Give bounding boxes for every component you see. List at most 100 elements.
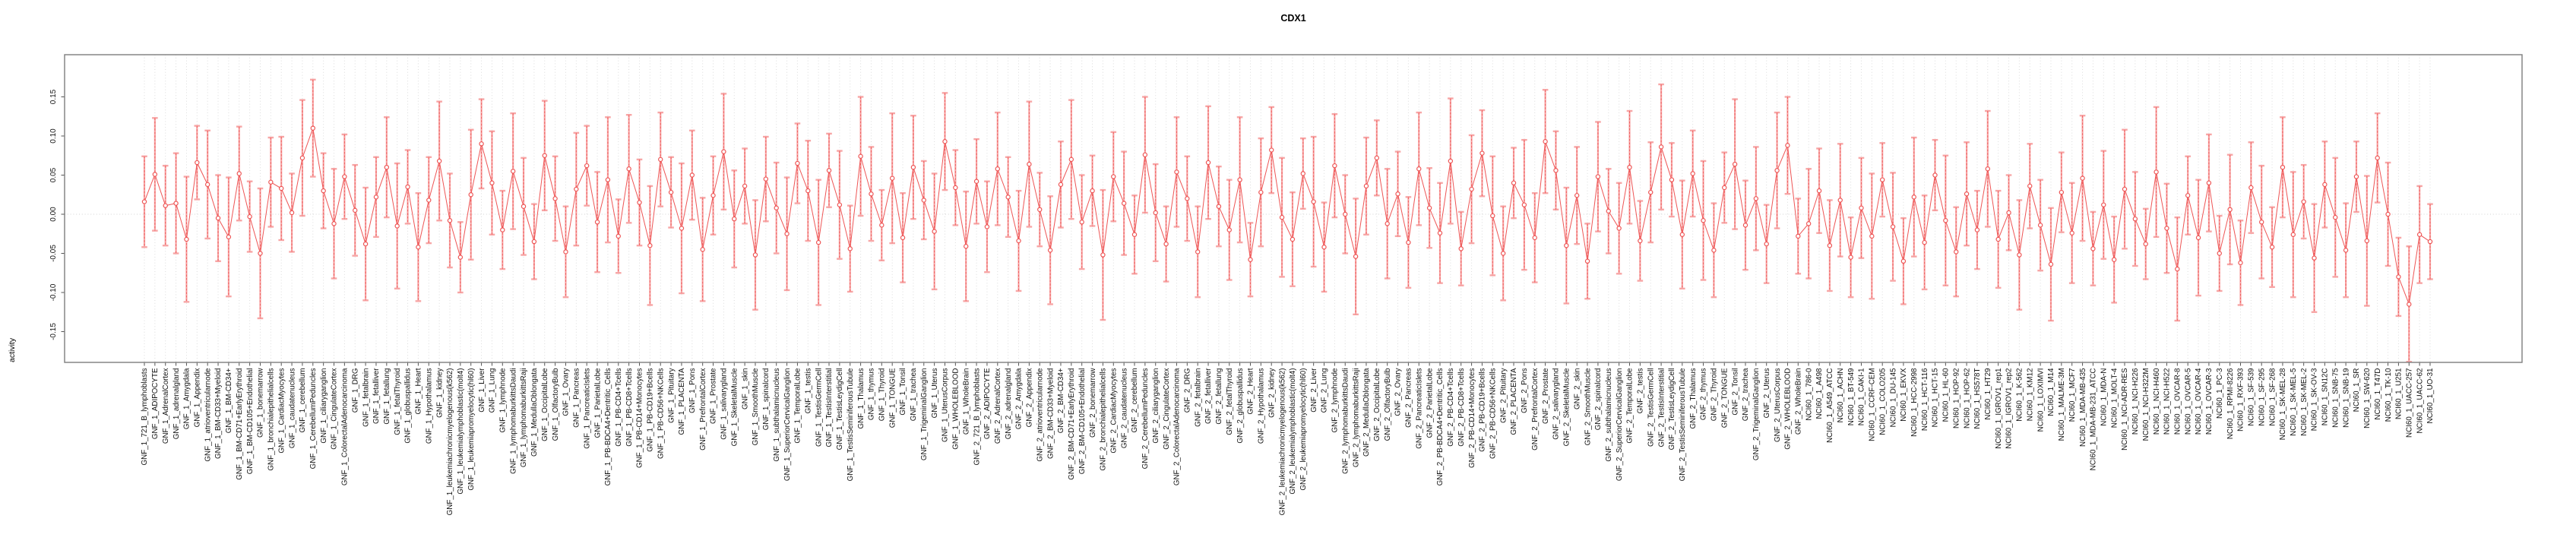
data-point-marker	[1985, 166, 1991, 172]
data-point-marker	[763, 176, 769, 182]
data-point-marker	[689, 172, 695, 178]
x-tick-label: NCI60_1_NCI-H322M	[2142, 368, 2150, 441]
x-tick-label: GNF_1_ColorectalAdenocarcinoma	[341, 368, 350, 485]
data-point-marker	[2143, 241, 2148, 247]
data-point-marker	[1669, 177, 1675, 182]
y-tick-label: -0.05	[49, 245, 58, 262]
data-point-marker	[658, 157, 663, 163]
x-tick-label: GNF_2_Appendix	[1026, 368, 1034, 427]
x-tick-label: NCI60_1_SF-268	[2268, 368, 2277, 426]
data-point-marker	[795, 160, 800, 166]
data-point-marker	[1796, 233, 1801, 239]
x-tick-label: GNF_1_ADIPOCYTE	[151, 368, 160, 439]
data-point-marker	[637, 200, 642, 205]
data-point-marker	[2353, 174, 2359, 179]
data-point-marker	[1385, 221, 1390, 226]
data-point-marker	[1543, 139, 1548, 144]
data-point-marker	[1564, 243, 1569, 248]
data-point-marker	[1269, 147, 1274, 153]
data-point-marker	[542, 153, 547, 158]
x-tick-label: NCI60_1_HT29	[1984, 368, 1992, 420]
x-tick-label: NCI60_1_NCI-H226	[2131, 368, 2140, 435]
x-tick-label: GNF_1_SkeletalMuscle	[730, 368, 739, 446]
x-tick-label: GNF_2_CardiacMyocytes	[1109, 368, 1118, 453]
x-tick-label: GNF_2_thymus	[1700, 368, 1708, 420]
data-point-marker	[858, 153, 863, 159]
data-point-marker	[1742, 223, 1748, 228]
x-tick-label: NCI60_1_SF-295	[2258, 368, 2266, 426]
x-tick-label: GNF_1_PB-CD19+Bcells	[647, 368, 655, 451]
x-tick-label: NCI60_1_MDA-MB-435	[2079, 368, 2087, 447]
x-tick-label: GNF_2_SmoothMuscle	[1584, 368, 1592, 445]
data-point-marker	[647, 243, 653, 248]
data-point-marker	[2248, 185, 2254, 191]
x-tick-label: GNF_2_UterusCorpus	[1774, 368, 1782, 442]
data-point-marker	[1037, 207, 1043, 213]
data-point-marker	[752, 252, 758, 258]
x-tick-label: GNF_2_Hypothalamus	[1258, 368, 1266, 444]
data-point-marker	[584, 163, 590, 169]
y-tick-label: 0.15	[49, 89, 58, 104]
x-tick-label: GNF_2_PB-CD8+Tcells	[1457, 368, 1466, 446]
x-tick-label: GNF_1_DRG	[351, 368, 359, 413]
x-tick-label: GNF_1_Thyroid	[878, 368, 887, 422]
x-tick-label: GNF_1_SmoothMuscle	[752, 368, 760, 445]
x-tick-label: GNF_2_ParietalLobe	[1426, 368, 1434, 438]
x-tick-label: NCI60_1_SF-539	[2248, 368, 2256, 426]
data-point-marker	[1153, 210, 1158, 216]
data-point-marker	[416, 245, 421, 250]
data-point-marker	[1943, 218, 1948, 223]
x-tick-label: NCI60_1_SR	[2353, 368, 2361, 413]
x-tick-label: GNF_2_adrenalgland	[1005, 368, 1013, 440]
y-tick-label: -0.10	[49, 283, 58, 301]
data-point-marker	[1131, 232, 1138, 237]
x-tick-label: GNF_1_BM-CD34+	[225, 368, 233, 433]
data-point-marker	[2238, 260, 2243, 266]
x-tick-label: NCI60_1_EKVX	[1900, 368, 1908, 422]
data-point-marker	[2269, 245, 2275, 250]
x-tick-label: GNF_1_TestisInterstitial	[825, 368, 834, 447]
data-point-marker	[1458, 246, 1464, 251]
data-point-marker	[2322, 182, 2328, 188]
plot-border	[64, 54, 2523, 363]
data-point-marker	[869, 191, 874, 197]
data-point-marker	[1764, 241, 1769, 247]
x-tick-label: NCI60_1_SNB-19	[2342, 368, 2350, 428]
x-tick-label: NCI60_1_M14	[2047, 368, 2055, 416]
x-tick-label: GNF_1_lymphomaburkittsRaji	[520, 368, 528, 468]
x-tick-label: GNF_1_Pancreas	[573, 368, 581, 428]
x-tick-label: GNF_2_globuspallidus	[1236, 368, 1245, 443]
data-point-marker	[1900, 258, 1907, 264]
x-tick-label: NCI60_1_HS578T	[1973, 368, 1982, 428]
x-tick-label: NCI60_1_RXF-393	[2237, 368, 2245, 432]
x-tick-label: GNF_2_TONGUE	[1720, 368, 1729, 428]
x-tick-label: GNF_2_leukemiachronicmyelogenous(k562)	[1278, 368, 1286, 516]
data-point-marker	[1395, 191, 1400, 197]
data-point-marker	[1058, 182, 1064, 188]
x-tick-label: GNF_2_atrioventricularnode	[1036, 368, 1044, 462]
x-tick-label: NCI60_1_OVCAR-8	[2174, 368, 2182, 435]
x-tick-label: GNF_2_PB-CD19+Bcells	[1479, 368, 1487, 451]
data-point-marker	[574, 186, 579, 192]
x-tick-label: GNF_1_PrefrontalCortex	[699, 368, 707, 450]
x-tick-label: NCI60_1_BT-549	[1847, 368, 1856, 426]
x-tick-label: GNF_1_leukemialymphoblastic(molt4)	[457, 368, 465, 495]
data-point-marker	[1163, 241, 1169, 247]
x-tick-label: NCI60_1_SK-OV-3	[2311, 368, 2319, 431]
data-point-marker	[1142, 152, 1148, 157]
x-tick-label: NCI60_1_NCI-ADR-RES	[2121, 368, 2129, 451]
x-tick-label: GNF_2_BM-CD71+EarlyErythroid	[1068, 368, 1076, 480]
data-point-marker	[2375, 155, 2380, 161]
x-tick-label: GNF_2_Prostate	[1542, 368, 1550, 424]
x-tick-label: GNF_1_BM-CD105+Endothelial	[246, 368, 255, 475]
x-tick-label: NCI60_1_A549_ATCC	[1826, 368, 1834, 443]
data-point-marker	[1027, 161, 1032, 167]
x-tick-label: GNF_1_TestisSeminiferousTubule	[847, 368, 855, 481]
x-tick-label: GNF_1_ParietalLobe	[593, 368, 602, 438]
data-point-marker	[1690, 171, 1695, 176]
x-tick-label: GNF_1_fetallung	[383, 368, 391, 425]
data-point-marker	[141, 199, 147, 204]
x-tick-label: NCI60_1_RPMI-8226	[2226, 368, 2235, 439]
x-tick-label: NCI60_1_HCC-2998	[1910, 368, 1919, 437]
x-tick-label: GNF_1_TestisGermCell	[815, 368, 823, 447]
